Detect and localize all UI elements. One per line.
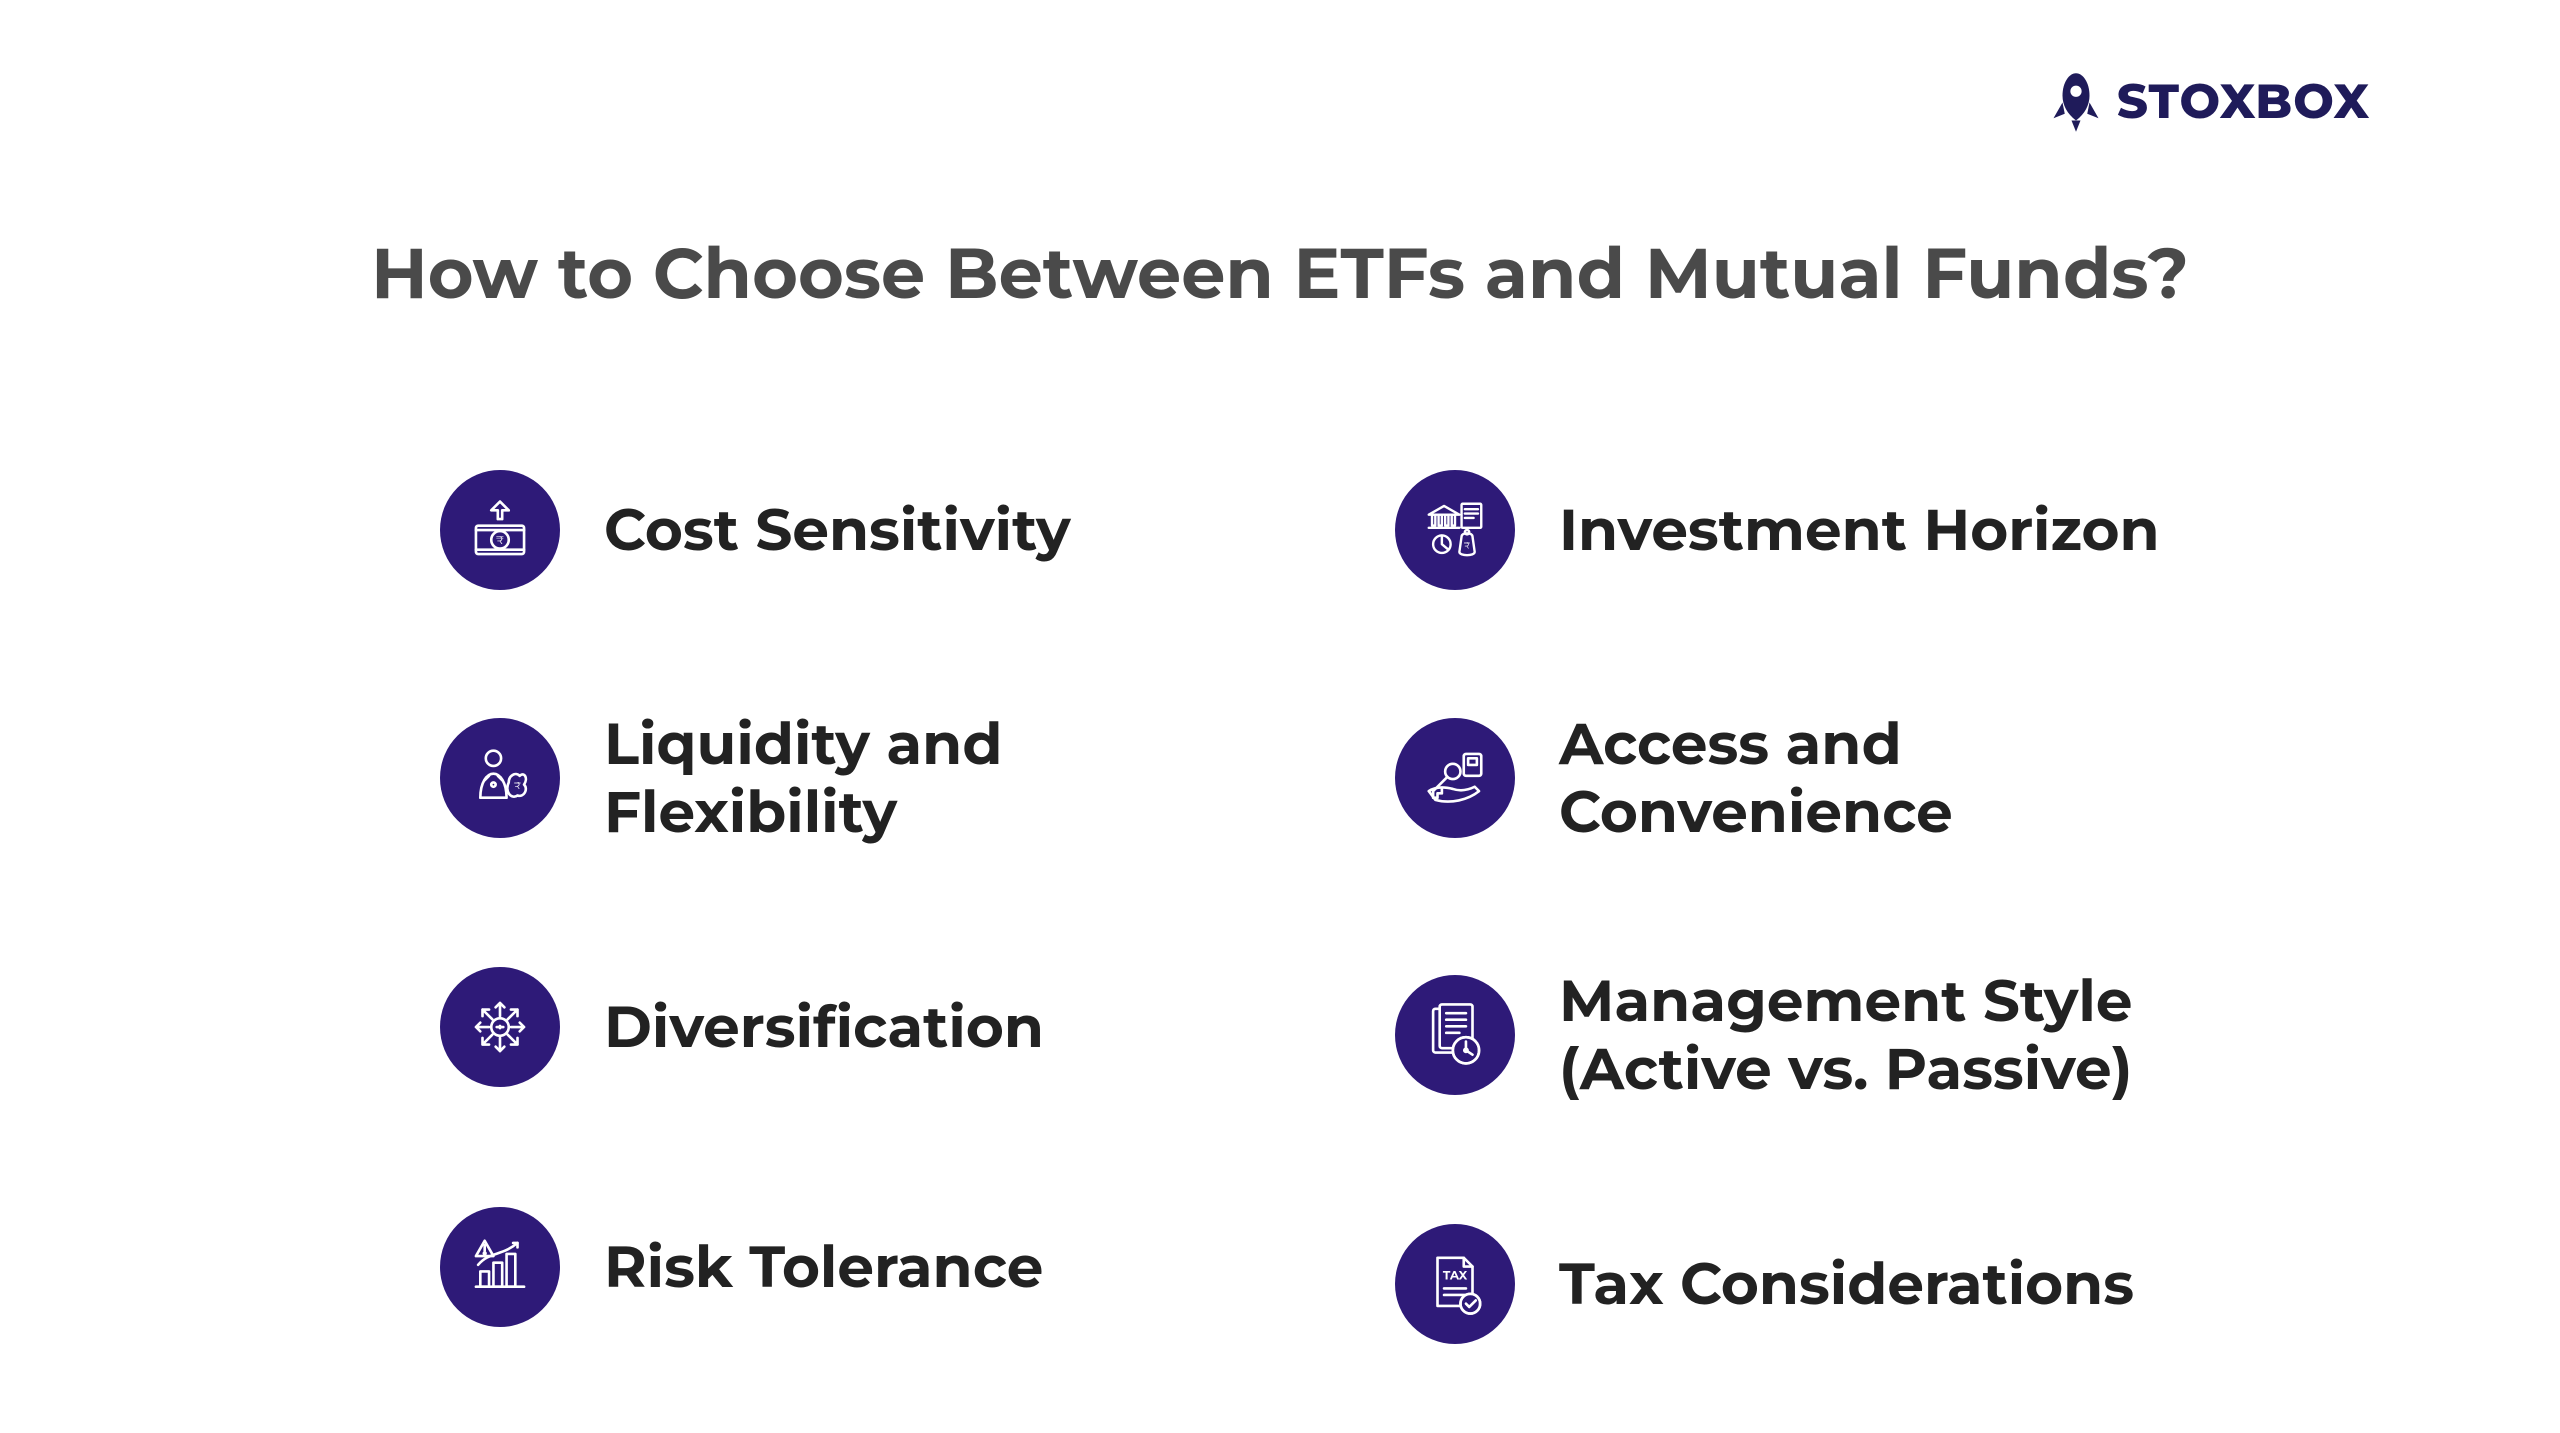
money-up-icon: ₹ [440, 470, 560, 590]
rocket-icon [2049, 70, 2103, 134]
bank-chart-icon: ₹ [1395, 470, 1515, 590]
list-item: ₹ Investment Horizon [1395, 470, 2230, 590]
items-grid: ₹ Cost Sensitivity ₹ Liquidity and Flexi… [440, 470, 2230, 1344]
spread-arrows-icon [440, 967, 560, 1087]
item-label: Management Style (Active vs. Passive) [1559, 967, 2230, 1104]
list-item: Risk Tolerance [440, 1207, 1275, 1327]
item-label: Diversification [604, 993, 1044, 1061]
list-item: TAX Tax Considerations [1395, 1224, 2230, 1344]
page-title: How to Choose Between ETFs and Mutual Fu… [371, 230, 2189, 316]
brand-logo: STOXBOX [2049, 70, 2370, 134]
item-label: Tax Considerations [1559, 1250, 2134, 1318]
list-item: ₹ Cost Sensitivity [440, 470, 1275, 590]
svg-text:₹: ₹ [496, 533, 504, 547]
list-item: ₹ Liquidity and Flexibility [440, 710, 1275, 847]
list-item: Management Style (Active vs. Passive) [1395, 967, 2230, 1104]
item-label: Risk Tolerance [604, 1233, 1043, 1301]
item-label: Liquidity and Flexibility [604, 710, 1275, 847]
right-column: ₹ Investment Horizon Access and Convenie… [1395, 470, 2230, 1344]
chart-risk-icon [440, 1207, 560, 1327]
svg-text:₹: ₹ [514, 780, 521, 792]
item-label: Investment Horizon [1559, 496, 2160, 564]
person-money-icon: ₹ [440, 718, 560, 838]
list-item: Diversification [440, 967, 1275, 1087]
doc-clock-icon [1395, 975, 1515, 1095]
brand-name: STOXBOX [2117, 73, 2370, 131]
hand-key-icon [1395, 718, 1515, 838]
tax-doc-icon: TAX [1395, 1224, 1515, 1344]
item-label: Cost Sensitivity [604, 496, 1071, 564]
svg-text:₹: ₹ [1464, 542, 1470, 552]
left-column: ₹ Cost Sensitivity ₹ Liquidity and Flexi… [440, 470, 1275, 1344]
item-label: Access and Convenience [1559, 710, 2230, 847]
svg-text:TAX: TAX [1443, 1268, 1468, 1283]
list-item: Access and Convenience [1395, 710, 2230, 847]
